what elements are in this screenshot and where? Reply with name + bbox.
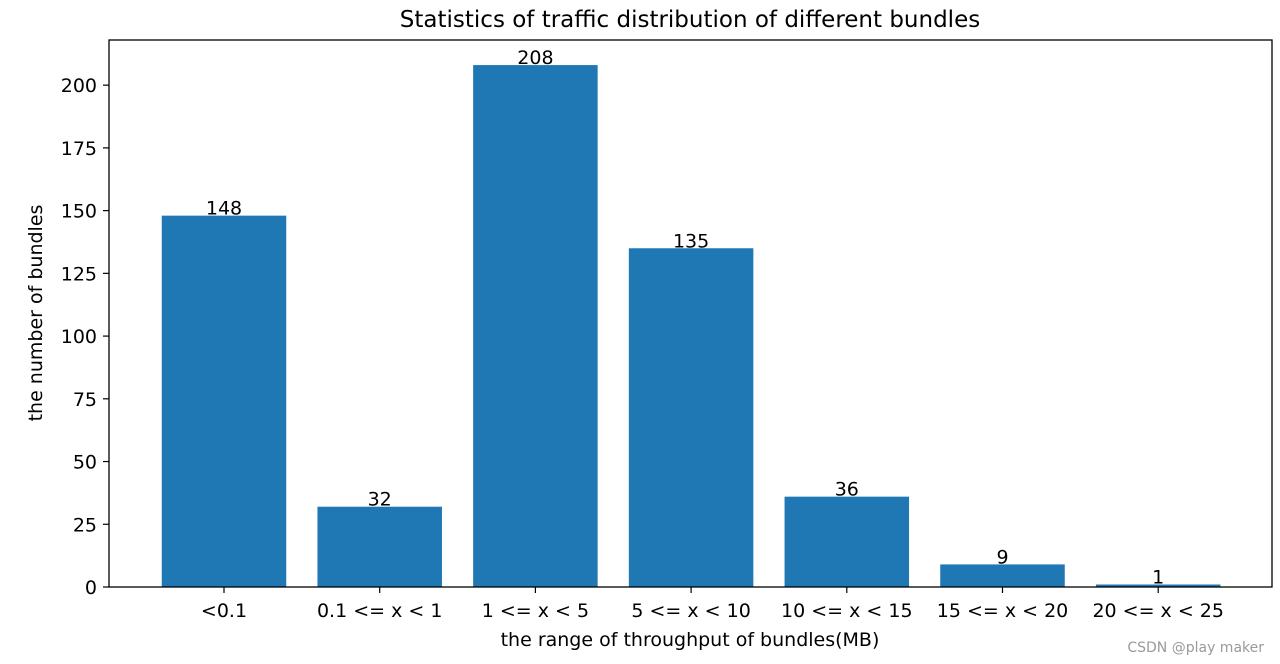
x-tick-label: 5 <= x < 10 — [631, 600, 750, 622]
y-tick-label: 125 — [61, 263, 97, 285]
x-tick-label: 1 <= x < 5 — [482, 600, 589, 622]
bar-3 — [628, 248, 754, 587]
y-tick-label: 200 — [61, 75, 97, 97]
x-axis-label: the range of throughput of bundles(MB) — [501, 629, 880, 651]
bar-value-label: 208 — [517, 47, 553, 69]
chart-title: Statistics of traffic distribution of di… — [400, 7, 980, 33]
bar-0 — [161, 215, 287, 587]
x-tick-label: 0.1 <= x < 1 — [317, 600, 442, 622]
x-axis: <0.1 0.1 <= x < 1 1 <= x < 5 5 <= x < 10 10 … — [201, 587, 1224, 622]
x-tick-label: 10 <= x < 15 — [781, 600, 913, 622]
watermark-text: CSDN @play maker — [1127, 640, 1264, 656]
plot-frame — [108, 39, 1273, 588]
y-tick-label: 0 — [85, 577, 97, 599]
bars-group — [161, 65, 1221, 588]
y-tick-label: 50 — [73, 452, 97, 474]
bar-4 — [784, 496, 910, 587]
y-tick-label: 100 — [61, 326, 97, 348]
bar-value-label: 1 — [1152, 566, 1164, 588]
bar-1 — [317, 506, 442, 587]
y-tick-label: 25 — [73, 514, 97, 536]
bar-value-label: 36 — [835, 479, 859, 501]
y-axis: 0 25 50 75 100 125 150 175 200 — [61, 75, 109, 599]
bar-6 — [1095, 584, 1221, 587]
y-tick-label: 175 — [61, 138, 97, 160]
x-tick-label: 15 <= x < 20 — [937, 600, 1069, 622]
x-tick-label: <0.1 — [201, 600, 247, 622]
bar-value-label: 135 — [673, 230, 709, 252]
bar-2 — [473, 65, 598, 588]
bar-value-label: 32 — [368, 489, 392, 511]
y-tick-label: 75 — [73, 389, 97, 411]
y-axis-label: the number of bundles — [25, 205, 47, 422]
value-labels-group: 148 32 208 135 36 9 1 — [206, 47, 1164, 588]
bar-value-label: 148 — [206, 198, 242, 220]
y-tick-label: 150 — [61, 201, 97, 223]
x-tick-label: 20 <= x < 25 — [1092, 600, 1224, 622]
bar-value-label: 9 — [996, 546, 1008, 568]
bar-5 — [940, 564, 1065, 587]
